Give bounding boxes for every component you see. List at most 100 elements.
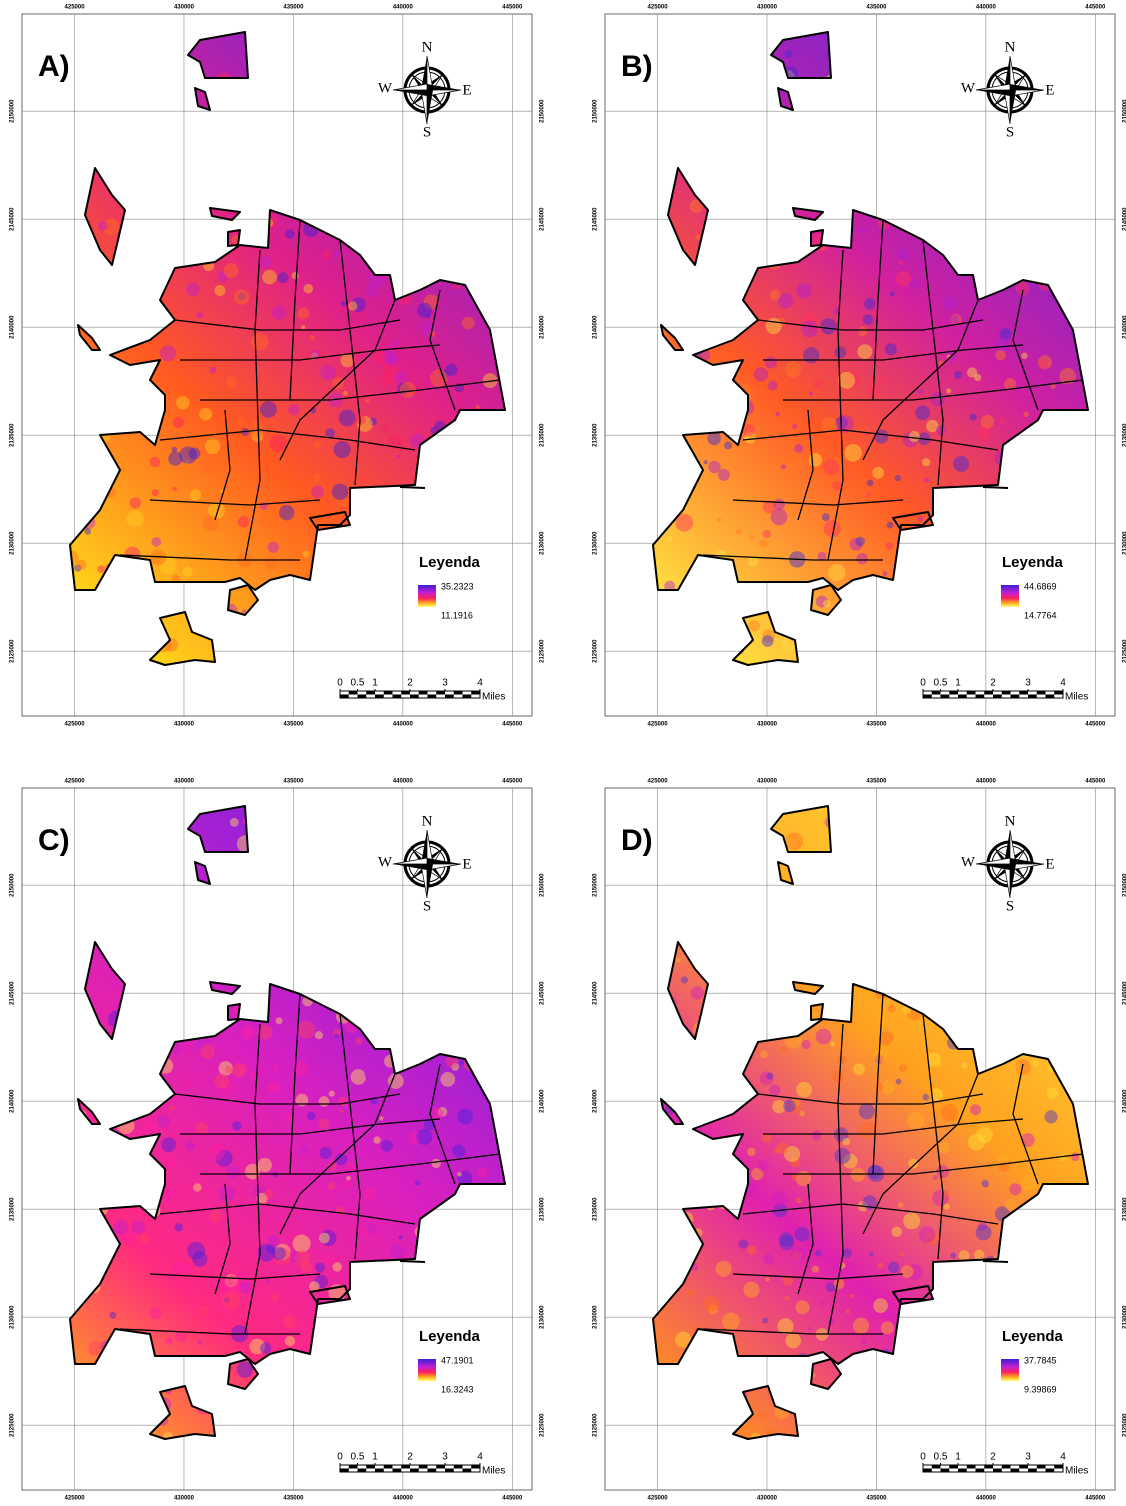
- y-tick-label: 2135000: [10, 423, 16, 447]
- texture-spot: [396, 455, 400, 459]
- texture-spot: [899, 260, 903, 264]
- texture-spot: [214, 159, 219, 164]
- texture-spot: [462, 317, 475, 330]
- texture-spot: [936, 425, 946, 435]
- texture-spot: [794, 444, 803, 453]
- texture-spot: [1021, 1133, 1035, 1147]
- scale-bar-segment: [436, 691, 445, 695]
- texture-spot: [379, 1116, 383, 1120]
- texture-spot: [89, 1282, 100, 1293]
- texture-spot: [884, 184, 902, 202]
- texture-spot: [853, 1063, 865, 1075]
- x-tick-label: 435000: [866, 779, 887, 785]
- texture-spot: [978, 881, 996, 899]
- panel-label: C): [38, 824, 70, 857]
- texture-spot: [315, 1363, 322, 1370]
- texture-spot: [97, 565, 105, 573]
- texture-spot: [473, 1270, 490, 1287]
- texture-spot: [1007, 1220, 1016, 1229]
- texture-spot: [190, 489, 202, 501]
- texture-spot: [817, 36, 824, 43]
- texture-spot: [264, 1189, 273, 1198]
- texture-spot: [770, 1386, 776, 1392]
- texture-spot: [742, 872, 757, 887]
- texture-spot: [853, 662, 859, 668]
- texture-spot: [871, 577, 885, 591]
- texture-spot: [768, 381, 778, 391]
- texture-spot: [762, 582, 778, 598]
- texture-spot: [1015, 1314, 1030, 1329]
- texture-spot: [501, 1109, 515, 1123]
- texture-spot: [685, 68, 693, 76]
- texture-spot: [839, 126, 846, 133]
- texture-spot: [718, 469, 730, 481]
- texture-spot: [683, 803, 690, 810]
- texture-spot: [747, 1147, 756, 1156]
- texture-spot: [172, 447, 178, 453]
- texture-spot: [279, 505, 294, 520]
- texture-spot: [1033, 971, 1041, 979]
- texture-spot: [780, 232, 793, 245]
- texture-spot: [714, 1018, 728, 1032]
- scale-bar-segment: [941, 695, 950, 699]
- x-tick-label: 445000: [502, 5, 523, 11]
- texture-spot: [406, 1052, 418, 1064]
- texture-spot: [704, 660, 719, 675]
- texture-spot: [268, 1235, 280, 1247]
- texture-spot: [969, 889, 981, 901]
- texture-spot: [273, 1426, 289, 1442]
- texture-spot: [697, 1186, 708, 1197]
- texture-spot: [774, 25, 784, 35]
- texture-spot: [282, 55, 292, 65]
- texture-spot: [404, 142, 418, 156]
- texture-spot: [432, 1277, 444, 1289]
- texture-spot: [747, 203, 751, 207]
- texture-spot: [286, 1152, 293, 1159]
- texture-spot: [1023, 1042, 1028, 1047]
- texture-spot: [329, 1305, 339, 1315]
- scale-bar-segment: [471, 691, 480, 695]
- texture-spot: [231, 1422, 236, 1427]
- texture-spot: [872, 1393, 884, 1405]
- x-tick-label: 430000: [757, 5, 778, 11]
- texture-spot: [149, 45, 160, 56]
- texture-spot: [1086, 851, 1093, 858]
- texture-spot: [476, 405, 480, 409]
- texture-spot: [935, 1361, 952, 1378]
- texture-spot: [692, 53, 700, 61]
- texture-spot: [1054, 92, 1059, 97]
- x-tick-label: 430000: [174, 1496, 195, 1502]
- y-tick-label: 2130000: [1123, 531, 1126, 555]
- texture-spot: [962, 1271, 971, 1280]
- texture-spot: [705, 1085, 717, 1097]
- texture-spot: [432, 240, 444, 252]
- texture-spot: [647, 933, 664, 950]
- scale-label: 2: [990, 678, 996, 689]
- texture-spot: [358, 618, 364, 624]
- texture-spot: [955, 249, 968, 262]
- texture-spot: [394, 901, 399, 906]
- texture-spot: [737, 1244, 741, 1248]
- texture-spot: [320, 365, 336, 381]
- texture-spot: [886, 542, 894, 550]
- texture-spot: [374, 520, 382, 528]
- texture-spot: [695, 234, 700, 239]
- panel-label: D): [621, 824, 653, 857]
- texture-spot: [81, 1203, 93, 1215]
- legend-max: 47.1901: [441, 1355, 474, 1365]
- texture-spot: [121, 234, 128, 241]
- texture-spot: [479, 1306, 493, 1320]
- texture-spot: [251, 605, 265, 619]
- texture-spot: [340, 354, 354, 368]
- texture-spot: [129, 59, 138, 68]
- texture-spot: [283, 1315, 296, 1328]
- texture-spot: [145, 1121, 159, 1135]
- texture-spot: [976, 896, 988, 908]
- texture-spot: [404, 950, 421, 967]
- texture-spot: [418, 656, 430, 668]
- texture-spot: [65, 1142, 76, 1153]
- y-tick-label: 2145000: [593, 981, 599, 1005]
- texture-spot: [1015, 1417, 1020, 1422]
- texture-spot: [981, 978, 992, 989]
- texture-spot: [258, 131, 269, 142]
